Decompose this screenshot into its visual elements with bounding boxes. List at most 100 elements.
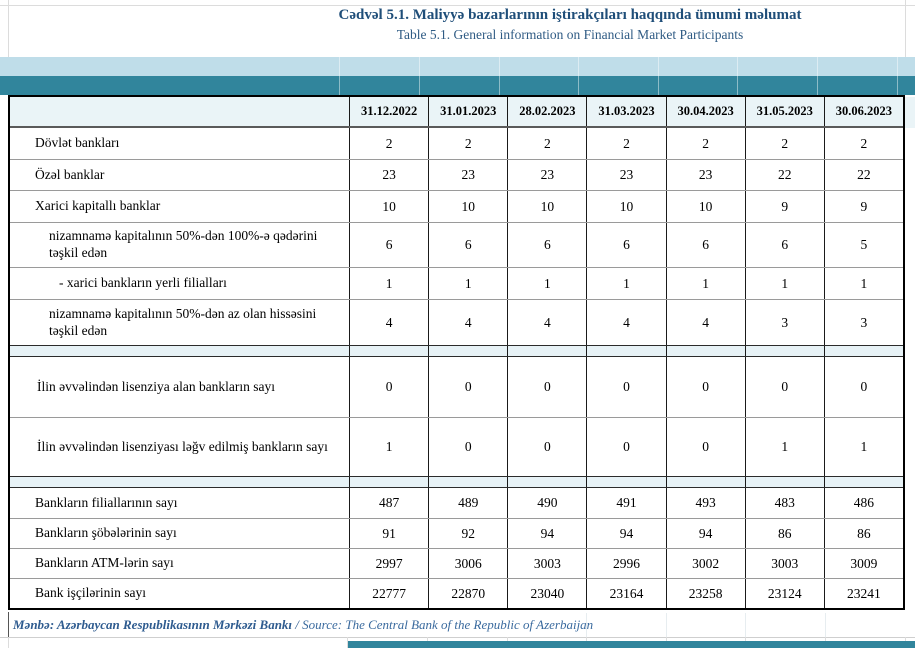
value-cell[interactable]: 94 [586, 519, 665, 548]
value-cell[interactable]: 0 [586, 357, 665, 417]
value-cell[interactable]: 23 [428, 160, 507, 190]
value-cell[interactable]: 23164 [586, 579, 665, 608]
value-cell[interactable]: 0 [507, 357, 586, 417]
value-cell[interactable]: 0 [665, 418, 745, 476]
value-cell[interactable]: 6 [428, 223, 507, 267]
row-label[interactable]: Bank işçilərinin sayı [35, 585, 146, 601]
value-cell[interactable]: 2996 [586, 549, 665, 578]
value-cell[interactable]: 23124 [744, 579, 824, 608]
value-cell[interactable]: 3009 [823, 549, 903, 578]
value-cell[interactable]: 1 [349, 418, 428, 476]
value-cell[interactable]: 4 [507, 300, 586, 345]
row-label[interactable]: Bankların ATM-lərin sayı [35, 555, 174, 571]
column-header[interactable]: 31.03.2023 [586, 97, 665, 126]
value-cell[interactable]: 493 [665, 488, 745, 518]
column-header[interactable]: 31.12.2022 [349, 97, 428, 126]
value-cell[interactable]: 4 [665, 300, 745, 345]
value-cell[interactable]: 0 [507, 418, 586, 476]
value-cell[interactable]: 1 [823, 268, 903, 299]
value-cell[interactable]: 5 [823, 223, 903, 267]
column-header[interactable]: 31.05.2023 [744, 97, 824, 126]
value-cell[interactable]: 3 [744, 300, 824, 345]
value-cell[interactable]: 23 [507, 160, 586, 190]
value-cell[interactable]: 0 [586, 418, 665, 476]
value-cell[interactable]: 22870 [428, 579, 507, 608]
column-header[interactable]: 31.01.2023 [428, 97, 507, 126]
value-cell[interactable]: 6 [507, 223, 586, 267]
value-cell[interactable]: 1 [428, 268, 507, 299]
value-cell[interactable]: 4 [349, 300, 428, 345]
column-header[interactable]: 30.06.2023 [823, 97, 903, 126]
value-cell[interactable]: 3006 [428, 549, 507, 578]
value-cell[interactable]: 23 [665, 160, 745, 190]
row-label[interactable]: Xarici kapitallı banklar [35, 198, 161, 214]
value-cell[interactable]: 94 [507, 519, 586, 548]
row-label[interactable]: - xarici bankların yerli filialları [59, 275, 227, 291]
value-cell[interactable]: 10 [665, 191, 745, 222]
value-cell[interactable]: 92 [428, 519, 507, 548]
value-cell[interactable]: 6 [349, 223, 428, 267]
column-header[interactable]: 28.02.2023 [507, 97, 586, 126]
value-cell[interactable]: 4 [428, 300, 507, 345]
value-cell[interactable]: 0 [349, 357, 428, 417]
value-cell[interactable]: 10 [586, 191, 665, 222]
value-cell[interactable]: 0 [823, 357, 903, 417]
value-cell[interactable]: 4 [586, 300, 665, 345]
value-cell[interactable]: 1 [586, 268, 665, 299]
value-cell[interactable]: 86 [744, 519, 824, 548]
value-cell[interactable]: 94 [665, 519, 745, 548]
value-cell[interactable]: 0 [665, 357, 745, 417]
value-cell[interactable]: 487 [349, 488, 428, 518]
value-cell[interactable]: 3002 [665, 549, 745, 578]
value-cell[interactable]: 0 [428, 357, 507, 417]
row-label[interactable]: nizamnamə kapitalının 50%-dən 100%-ə qəd… [49, 228, 318, 260]
value-cell[interactable]: 486 [823, 488, 903, 518]
value-cell[interactable]: 1 [744, 418, 824, 476]
value-cell[interactable]: 0 [428, 418, 507, 476]
row-label[interactable]: Özəl banklar [35, 166, 105, 182]
value-cell[interactable]: 6 [665, 223, 745, 267]
row-label[interactable]: Bankların şöbələrinin sayı [35, 525, 177, 541]
column-header[interactable]: 30.04.2023 [665, 97, 745, 126]
value-cell[interactable]: 490 [507, 488, 586, 518]
value-cell[interactable]: 23040 [507, 579, 586, 608]
value-cell[interactable]: 23 [349, 160, 428, 190]
value-cell[interactable]: 2 [428, 128, 507, 159]
value-cell[interactable]: 2 [823, 128, 903, 159]
value-cell[interactable]: 1 [665, 268, 745, 299]
value-cell[interactable]: 22 [744, 160, 824, 190]
value-cell[interactable]: 23241 [823, 579, 903, 608]
value-cell[interactable]: 91 [349, 519, 428, 548]
row-label[interactable]: İlin əvvəlindən lisenziya alan bankların… [37, 378, 276, 394]
value-cell[interactable]: 10 [428, 191, 507, 222]
value-cell[interactable]: 2 [665, 128, 745, 159]
value-cell[interactable]: 3003 [507, 549, 586, 578]
value-cell[interactable]: 1 [823, 418, 903, 476]
value-cell[interactable]: 1 [507, 268, 586, 299]
value-cell[interactable]: 491 [586, 488, 665, 518]
value-cell[interactable]: 2 [744, 128, 824, 159]
value-cell[interactable]: 489 [428, 488, 507, 518]
value-cell[interactable]: 22 [823, 160, 903, 190]
value-cell[interactable]: 86 [823, 519, 903, 548]
value-cell[interactable]: 2997 [349, 549, 428, 578]
value-cell[interactable]: 483 [744, 488, 824, 518]
value-cell[interactable]: 6 [586, 223, 665, 267]
value-cell[interactable]: 22777 [349, 579, 428, 608]
value-cell[interactable]: 23258 [665, 579, 745, 608]
value-cell[interactable]: 2 [586, 128, 665, 159]
value-cell[interactable]: 2 [507, 128, 586, 159]
value-cell[interactable]: 2 [349, 128, 428, 159]
value-cell[interactable]: 1 [349, 268, 428, 299]
row-label[interactable]: İlin əvvəlindən lisenziyası ləğv edilmiş… [37, 438, 328, 454]
value-cell[interactable]: 0 [744, 357, 824, 417]
value-cell[interactable]: 10 [349, 191, 428, 222]
value-cell[interactable]: 6 [744, 223, 824, 267]
value-cell[interactable]: 23 [586, 160, 665, 190]
value-cell[interactable]: 3003 [744, 549, 824, 578]
row-label[interactable]: Dövlət bankları [35, 135, 120, 151]
value-cell[interactable]: 9 [823, 191, 903, 222]
value-cell[interactable]: 3 [823, 300, 903, 345]
header-label-cell[interactable] [10, 97, 349, 126]
value-cell[interactable]: 1 [744, 268, 824, 299]
